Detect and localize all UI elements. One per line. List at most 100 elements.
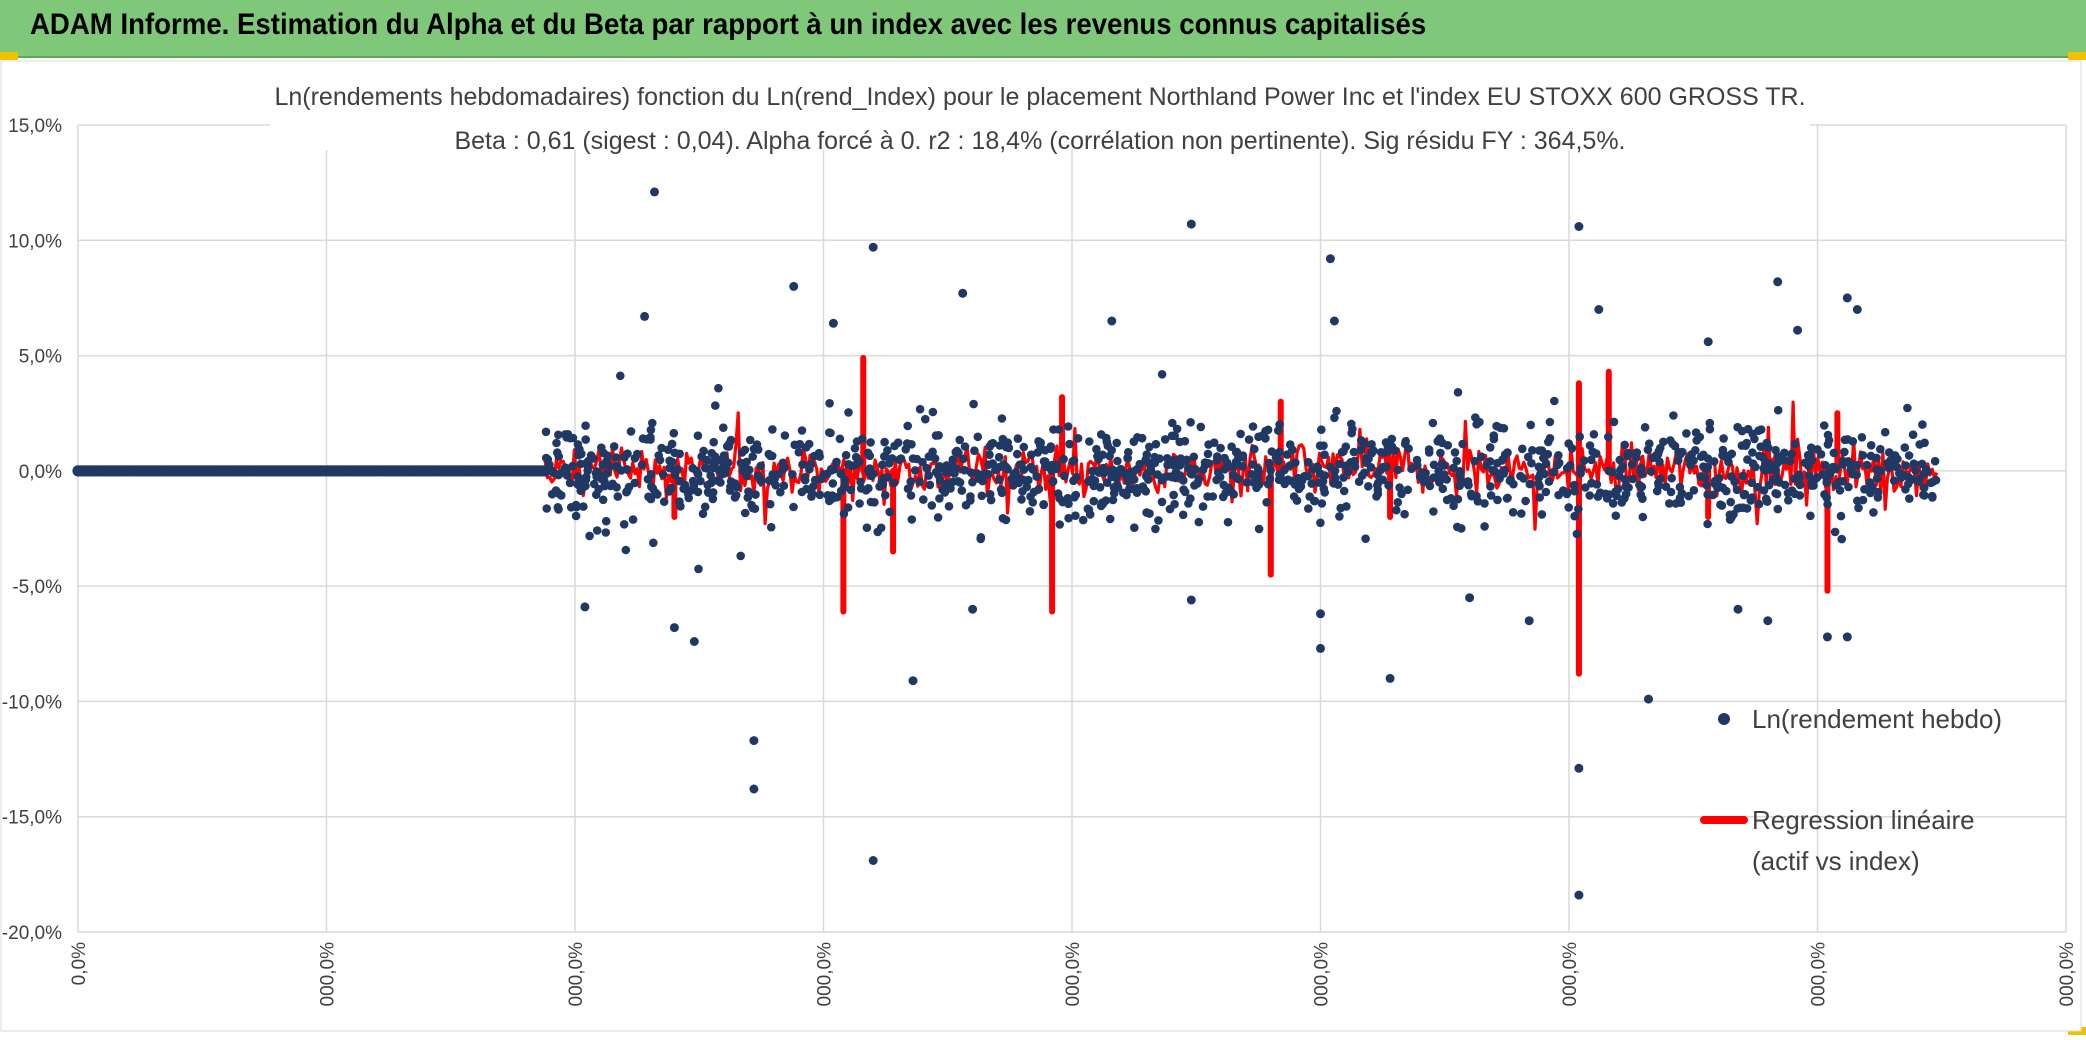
scatter-point bbox=[732, 482, 742, 492]
scatter-point bbox=[807, 489, 817, 498]
scatter-point bbox=[1754, 426, 1763, 436]
scatter-point bbox=[1502, 494, 1512, 503]
x-tick-label: 000,0% bbox=[2057, 942, 2078, 1007]
scatter-point bbox=[693, 487, 703, 497]
scatter-point bbox=[893, 438, 903, 448]
scatter-point bbox=[1132, 488, 1142, 498]
scatter-point bbox=[1535, 446, 1544, 455]
scatter-point bbox=[1392, 505, 1401, 515]
scatter-point bbox=[908, 454, 918, 463]
scatter-point bbox=[756, 474, 765, 484]
scatter-point bbox=[1716, 500, 1725, 510]
scatter-point bbox=[1275, 447, 1284, 457]
scatter-point bbox=[950, 469, 959, 478]
scatter-point bbox=[1485, 457, 1495, 466]
scatter-point bbox=[1354, 477, 1364, 487]
scatter-point bbox=[1541, 487, 1551, 497]
y-tick-label: -15,0% bbox=[2, 808, 62, 829]
scatter-point bbox=[839, 509, 849, 519]
scatter-point bbox=[1019, 442, 1029, 452]
scatter-point bbox=[1190, 481, 1199, 490]
scatter-point bbox=[541, 453, 551, 463]
scatter-point bbox=[805, 464, 814, 474]
scatter-point bbox=[1313, 463, 1323, 472]
scatter-point bbox=[1653, 450, 1663, 459]
scatter-point bbox=[1320, 471, 1330, 480]
scatter-point bbox=[1393, 498, 1403, 507]
scatter-point bbox=[673, 464, 682, 474]
scatter-point bbox=[851, 452, 861, 462]
scatter-point bbox=[1335, 459, 1344, 469]
scatter-point bbox=[1646, 467, 1656, 476]
scatter-outlier bbox=[1594, 305, 1604, 314]
x-tick-label: 000,0% bbox=[1312, 942, 1333, 1007]
scatter-point bbox=[1203, 449, 1213, 459]
scatter-point bbox=[1453, 388, 1463, 397]
scatter-point bbox=[1436, 448, 1445, 458]
scatter-point bbox=[1220, 465, 1229, 474]
scatter-point bbox=[1415, 472, 1425, 482]
scatter-point bbox=[1521, 496, 1530, 506]
scatter-point bbox=[928, 407, 938, 417]
scatter-point bbox=[1373, 489, 1383, 499]
scatter-point bbox=[1304, 504, 1313, 513]
scatter-point bbox=[1773, 405, 1783, 415]
scatter-point bbox=[988, 459, 997, 468]
scatter-point bbox=[1528, 446, 1537, 455]
scatter-point bbox=[1537, 510, 1547, 519]
scatter-point bbox=[960, 442, 970, 451]
scatter-point bbox=[1493, 495, 1502, 505]
scatter-point bbox=[1033, 448, 1043, 457]
scatter-point bbox=[969, 399, 978, 409]
scatter-point bbox=[1601, 489, 1610, 499]
scatter-outlier bbox=[1733, 604, 1743, 614]
scatter-point bbox=[1395, 483, 1404, 492]
scatter-point bbox=[1186, 494, 1195, 503]
scatter-point bbox=[621, 545, 631, 555]
scatter-point bbox=[1780, 480, 1790, 490]
scatter-point bbox=[778, 464, 788, 474]
scatter-point bbox=[1759, 464, 1768, 473]
scatter-point bbox=[1264, 458, 1274, 468]
scatter-point bbox=[1866, 441, 1876, 450]
scatter-point bbox=[1762, 497, 1772, 506]
scatter-point bbox=[1722, 486, 1731, 496]
scatter-point bbox=[1773, 504, 1783, 514]
scatter-point bbox=[1401, 437, 1410, 446]
scatter-point bbox=[1700, 473, 1710, 483]
scatter-point bbox=[1407, 464, 1416, 474]
scatter-point bbox=[825, 428, 834, 437]
y-axis-ticks: 15,0% 10,0% 5,0% 0,0% -5,0% -10,0% -15,0% -20,0… bbox=[2, 116, 62, 944]
scatter-point bbox=[1918, 420, 1927, 429]
scatter-point bbox=[1453, 494, 1463, 504]
scatter-point bbox=[1643, 445, 1653, 455]
scatter-point bbox=[1829, 448, 1839, 458]
scatter-point bbox=[1095, 483, 1105, 492]
scatter-point bbox=[1795, 480, 1805, 490]
scatter-point bbox=[973, 432, 983, 442]
scatter-outlier bbox=[1316, 609, 1325, 619]
scatter-point bbox=[985, 450, 994, 460]
scatter-point bbox=[1184, 463, 1193, 473]
scatter-point bbox=[776, 487, 785, 497]
scatter-point bbox=[557, 491, 566, 500]
scatter-point bbox=[1238, 462, 1247, 471]
scatter-point bbox=[1208, 492, 1218, 501]
scatter-point bbox=[554, 430, 563, 440]
scatter-point bbox=[779, 481, 789, 491]
scatter-point bbox=[553, 503, 563, 512]
scatter-point bbox=[1823, 473, 1832, 482]
scatter-point bbox=[927, 501, 937, 510]
scatter-point bbox=[1204, 459, 1213, 468]
scatter-point bbox=[1093, 452, 1102, 461]
x-tick-label: 0,0% bbox=[69, 942, 90, 985]
scatter-point bbox=[1135, 459, 1145, 469]
scatter-outlier bbox=[1186, 219, 1196, 229]
scatter-point bbox=[817, 474, 826, 484]
scatter-point bbox=[1440, 470, 1449, 479]
scatter-point bbox=[1675, 493, 1685, 503]
scatter-point bbox=[700, 502, 710, 512]
scatter-point bbox=[1535, 493, 1544, 502]
scatter-point bbox=[1112, 438, 1121, 448]
scatter-point bbox=[906, 491, 916, 500]
